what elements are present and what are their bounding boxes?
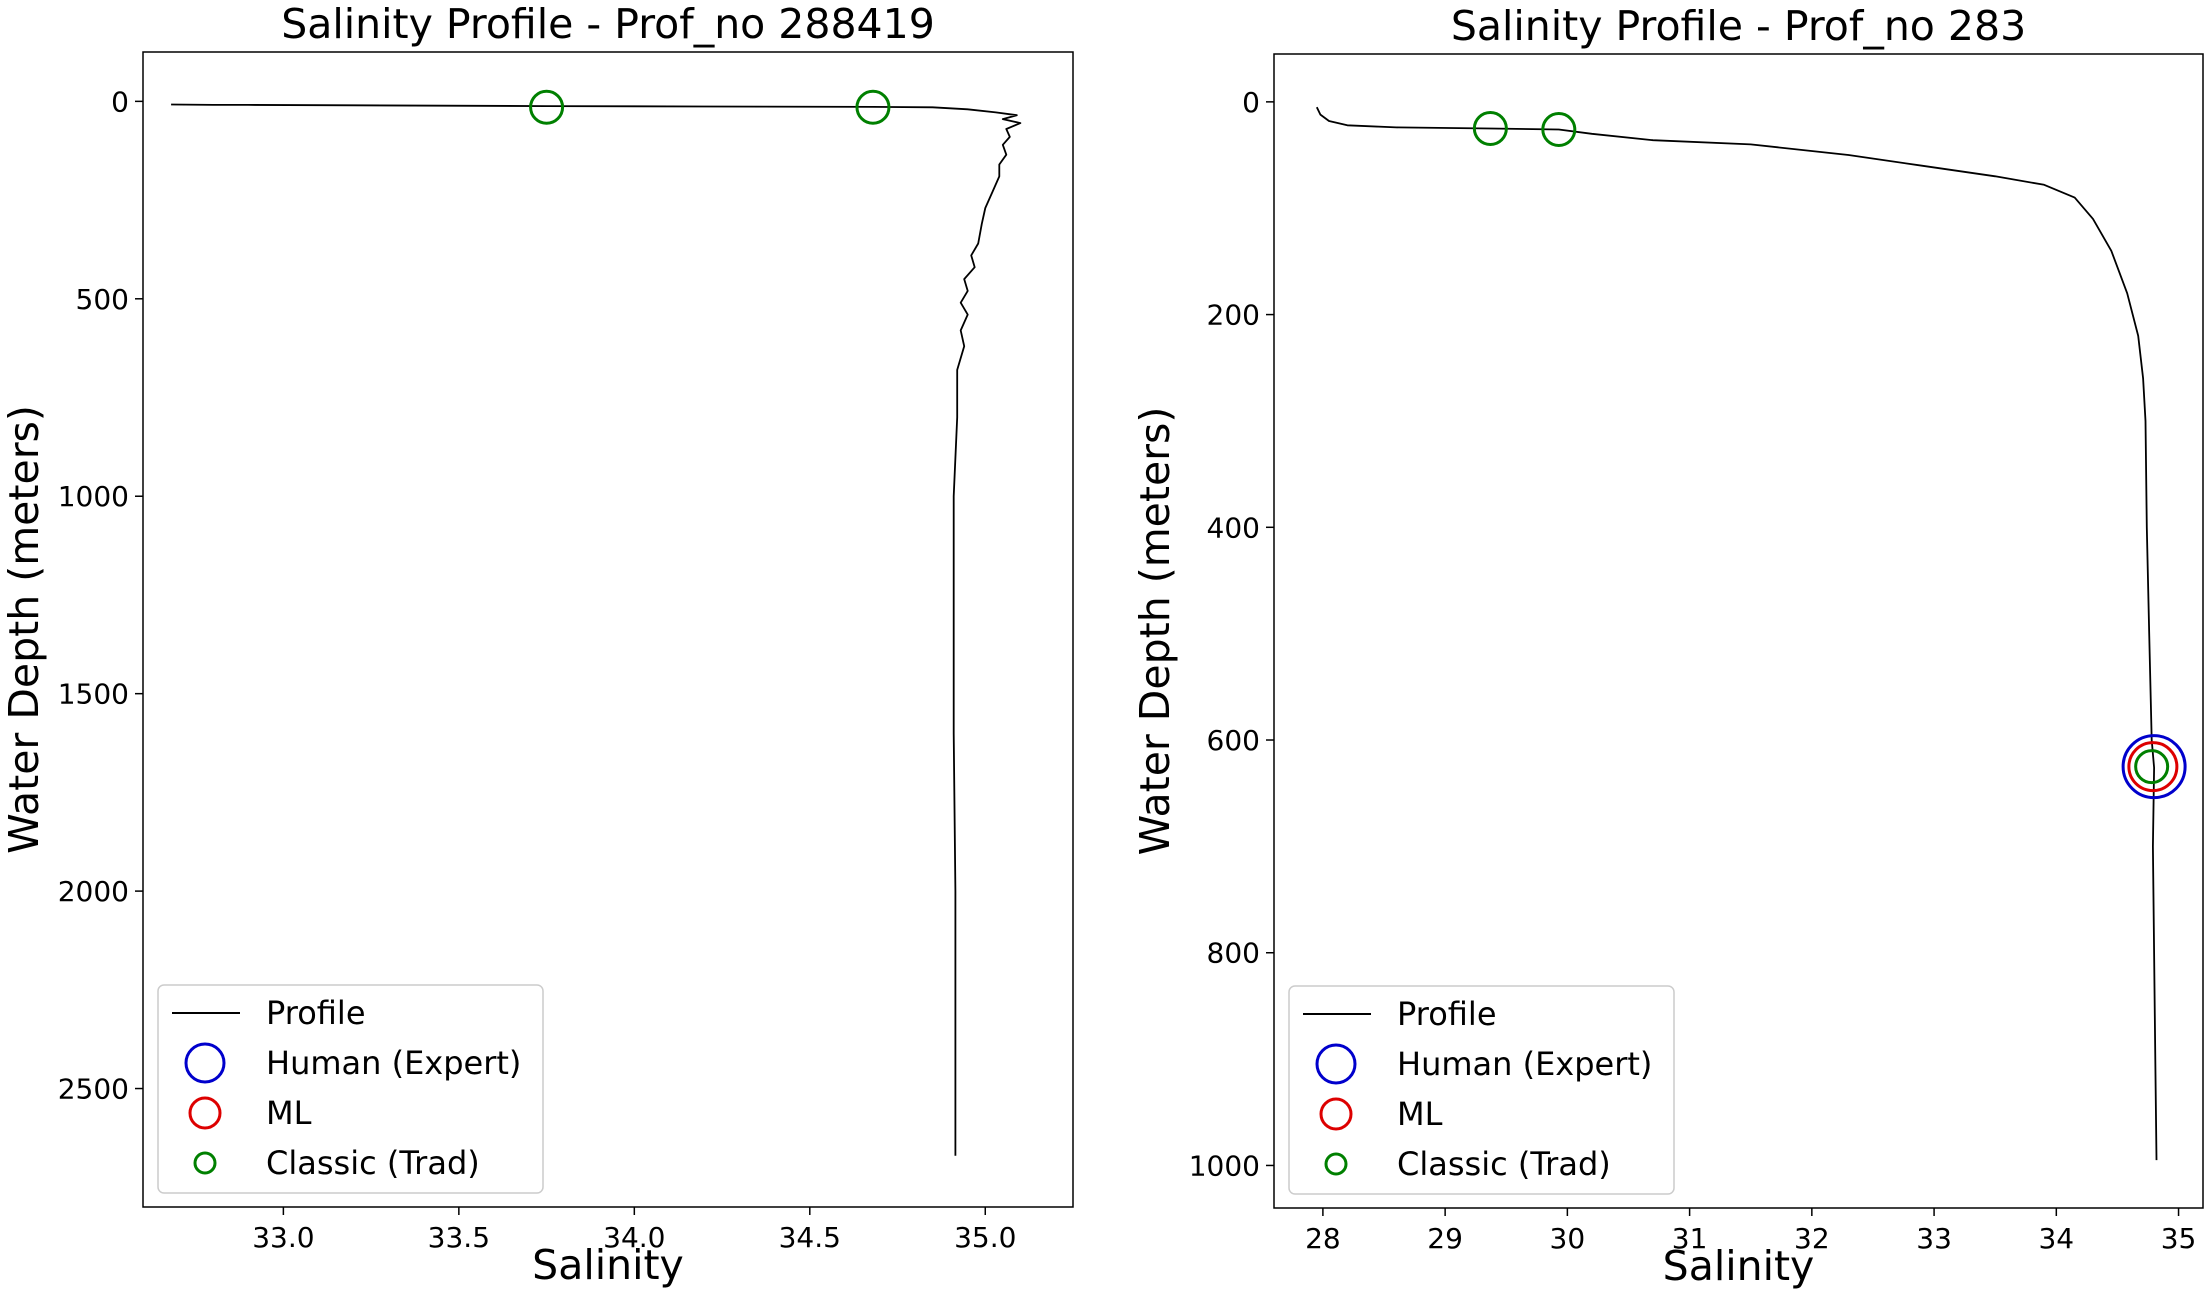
y-tick-label: 2000 (58, 875, 129, 908)
legend-label: Classic (Trad) (266, 1144, 480, 1182)
legend-circle-swatch (1319, 1097, 1353, 1131)
legend: Profile Human (Expert) ML Classic (Trad) (1288, 985, 1675, 1195)
chart-title: Salinity Profile - Prof_no 283 (1451, 2, 2026, 50)
marker-classic-trad (1472, 110, 1508, 146)
marker-classic-trad (2134, 749, 2170, 785)
x-axis-label: Salinity (532, 1241, 684, 1289)
axes-frame (142, 51, 1074, 1208)
legend-box (157, 984, 544, 1194)
x-tick-label: 28 (1305, 1222, 1341, 1255)
y-tick-label: 600 (1207, 724, 1260, 757)
y-tick-label: 500 (76, 283, 129, 316)
plot-area (1315, 106, 2187, 1161)
y-tick-label: 400 (1207, 511, 1260, 544)
x-tick-label: 33.5 (428, 1221, 490, 1254)
x-tick-label: 29 (1427, 1222, 1463, 1255)
legend-box (1288, 985, 1675, 1195)
y-tick-label: 1500 (58, 678, 129, 711)
x-axis-label: Salinity (1663, 1242, 1815, 1290)
x-tick-label: 34 (2038, 1222, 2074, 1255)
legend-label: Human (Expert) (1397, 1045, 1652, 1083)
y-tick-label: 0 (111, 85, 129, 118)
marker-ml (2127, 741, 2179, 793)
y-axis-label: Water Depth (meters) (1131, 407, 1179, 856)
legend-circle-swatch (1324, 1152, 1348, 1176)
x-tick-label: 33 (1916, 1222, 1952, 1255)
legend: Profile Human (Expert) ML Classic (Trad) (157, 984, 544, 1194)
marker-human-expert (2121, 734, 2187, 800)
x-tick-label: 34.5 (779, 1221, 841, 1254)
x-tick-label: 35.0 (954, 1221, 1016, 1254)
axes-frame (1273, 53, 2204, 1209)
legend-circle-swatch (193, 1151, 217, 1175)
chart-title: Salinity Profile - Prof_no 288419 (281, 0, 935, 48)
legend-label: ML (266, 1094, 312, 1132)
x-tick-label: 34.0 (603, 1221, 665, 1254)
legend-label: Profile (1397, 995, 1497, 1033)
y-tick-label: 1000 (1189, 1149, 1260, 1182)
y-tick-label: 1000 (58, 480, 129, 513)
y-tick-label: 800 (1207, 937, 1260, 970)
marker-classic-trad (1541, 112, 1577, 148)
legend-label: Profile (266, 994, 366, 1032)
y-axis-label: Water Depth (meters) (0, 405, 48, 854)
legend-circle-swatch (188, 1096, 222, 1130)
chart-2: Salinity Profile - Prof_no 283 Salinity Wa… (1131, 2, 2204, 1290)
legend-label: Classic (Trad) (1397, 1145, 1611, 1183)
plot-area (171, 89, 1022, 1156)
legend-circle-swatch (184, 1042, 226, 1084)
x-tick-label: 32 (1794, 1222, 1830, 1255)
marker-classic-trad (529, 89, 565, 125)
x-tick-label: 35 (2161, 1222, 2197, 1255)
y-tick-label: 200 (1207, 299, 1260, 332)
x-tick-label: 31 (1672, 1222, 1708, 1255)
y-tick-label: 2500 (58, 1073, 129, 1106)
legend-circle-swatch (1315, 1043, 1357, 1085)
marker-classic-trad (855, 89, 891, 125)
chart-1: Salinity Profile - Prof_no 288419 Salinit… (0, 0, 1074, 1289)
legend-label: Human (Expert) (266, 1044, 521, 1082)
profile-line (171, 103, 1022, 1156)
x-tick-label: 33.0 (252, 1221, 314, 1254)
x-tick-label: 30 (1550, 1222, 1586, 1255)
legend-label: ML (1397, 1095, 1443, 1133)
y-tick-label: 0 (1242, 86, 1260, 119)
